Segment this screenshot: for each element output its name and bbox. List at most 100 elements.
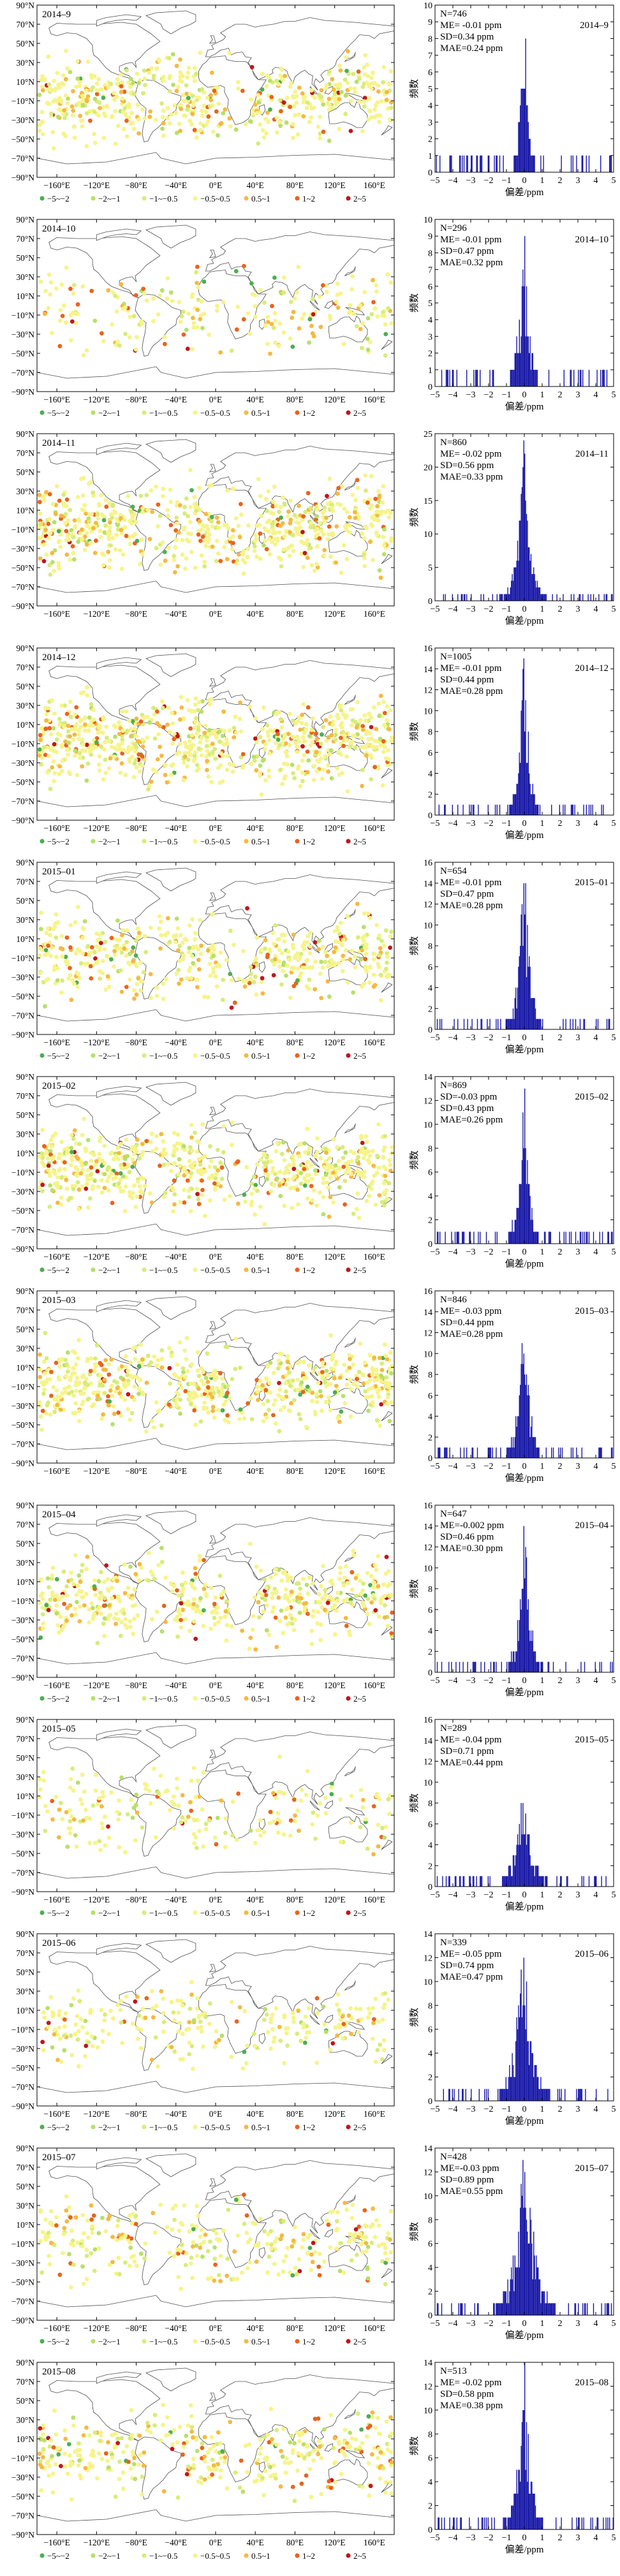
histogram-bar — [467, 155, 468, 172]
sample-point — [341, 342, 346, 347]
histogram-bar — [527, 105, 528, 172]
histogram-bar — [600, 369, 602, 386]
sample-point — [310, 331, 315, 336]
sample-point — [221, 300, 226, 305]
sample-point — [345, 80, 350, 85]
sample-point — [55, 71, 60, 75]
sample-point — [305, 940, 310, 945]
histogram-bar — [569, 1232, 570, 1244]
map-x-tick-label: 120°E — [324, 1252, 346, 1262]
histogram-x-axis-label: 偏差/ppm — [505, 1044, 544, 1055]
sample-point — [264, 84, 269, 89]
sample-point — [63, 320, 68, 325]
sample-point — [195, 135, 199, 140]
sample-point — [380, 509, 384, 514]
histogram-bar — [543, 594, 545, 601]
map-x-tick-label: −80°E — [125, 609, 147, 619]
sample-point — [114, 517, 119, 522]
map-y-tick-label: 30°N — [16, 1130, 34, 1139]
sample-point — [232, 943, 236, 947]
sample-point — [356, 1172, 361, 1177]
sample-point — [304, 984, 309, 989]
sample-point — [320, 965, 325, 970]
sample-point — [160, 699, 165, 704]
sample-point — [369, 474, 374, 478]
histogram-bar — [596, 369, 598, 386]
map-x-tick-label: 160°E — [364, 180, 385, 190]
sample-point — [364, 1134, 369, 1139]
sample-point — [329, 506, 334, 510]
sample-point — [363, 53, 368, 57]
map-y-tick-label: −50°N — [11, 349, 35, 358]
sample-point — [278, 717, 283, 722]
sample-point — [128, 952, 132, 956]
sample-point — [49, 945, 54, 950]
sample-point — [225, 753, 230, 758]
sample-point — [37, 492, 42, 497]
sample-point — [112, 964, 117, 969]
sample-point — [71, 1187, 76, 1191]
sample-point — [75, 772, 80, 777]
sample-point — [369, 725, 374, 730]
histogram-bar — [556, 594, 557, 601]
sample-point — [216, 765, 221, 770]
histogram-bar — [584, 1019, 586, 1030]
sample-point — [343, 1150, 348, 1155]
sample-point — [286, 509, 291, 514]
histogram-y-tick-label: 4 — [428, 316, 432, 325]
histogram-bar — [510, 1232, 511, 1244]
sample-point — [242, 1192, 247, 1197]
histogram-y-tick-label: 10 — [424, 1, 432, 11]
sample-point — [133, 520, 138, 525]
sample-point — [137, 752, 142, 757]
sample-point — [249, 1191, 255, 1196]
sample-point — [181, 1370, 186, 1374]
sample-point — [286, 1148, 291, 1153]
sample-point — [389, 1151, 394, 1156]
sample-point — [279, 564, 284, 569]
sample-point — [331, 95, 336, 99]
sample-point — [159, 1423, 164, 1428]
map-panel: 90°N70°N50°N30°N10°N−10°N−30°N−50°N−70°N… — [11, 644, 395, 846]
sample-point — [376, 496, 381, 500]
sample-point — [156, 524, 160, 529]
sample-point — [186, 513, 190, 519]
map-y-tick-label: 50°N — [16, 39, 34, 48]
legend-label: 1~2 — [302, 1265, 315, 1275]
sample-point — [328, 748, 334, 753]
sample-point — [97, 1152, 102, 1156]
sample-point — [74, 1141, 79, 1146]
sample-point — [355, 935, 360, 940]
sample-point — [318, 971, 323, 976]
map-x-tick-label: 40°E — [247, 609, 264, 619]
sample-point — [347, 530, 352, 534]
map-y-tick-label: 10°N — [16, 720, 34, 730]
sample-point — [369, 312, 374, 317]
sample-point — [343, 112, 348, 117]
histogram-bar — [574, 804, 575, 816]
sample-point — [310, 297, 315, 302]
sample-point — [358, 718, 363, 723]
sample-point — [41, 542, 47, 547]
landmass-outline — [209, 464, 216, 473]
sample-point — [177, 717, 182, 722]
sample-point — [259, 792, 264, 797]
sample-point — [97, 768, 102, 773]
sample-point — [195, 1186, 200, 1191]
sample-point — [77, 84, 82, 89]
sample-point — [262, 757, 266, 762]
sample-point — [200, 699, 205, 704]
sample-point — [196, 967, 202, 972]
sample-point — [103, 939, 108, 945]
sample-point — [305, 538, 309, 543]
sample-point — [118, 1142, 123, 1146]
sample-point — [277, 98, 283, 103]
histogram-bar — [511, 369, 512, 386]
sample-point — [227, 728, 232, 733]
sample-point — [51, 146, 56, 151]
sample-point — [71, 550, 75, 556]
sample-point — [371, 705, 376, 710]
sample-point — [73, 1388, 78, 1394]
sample-point — [336, 281, 340, 286]
histogram-x-tick-label: −3 — [466, 390, 476, 400]
